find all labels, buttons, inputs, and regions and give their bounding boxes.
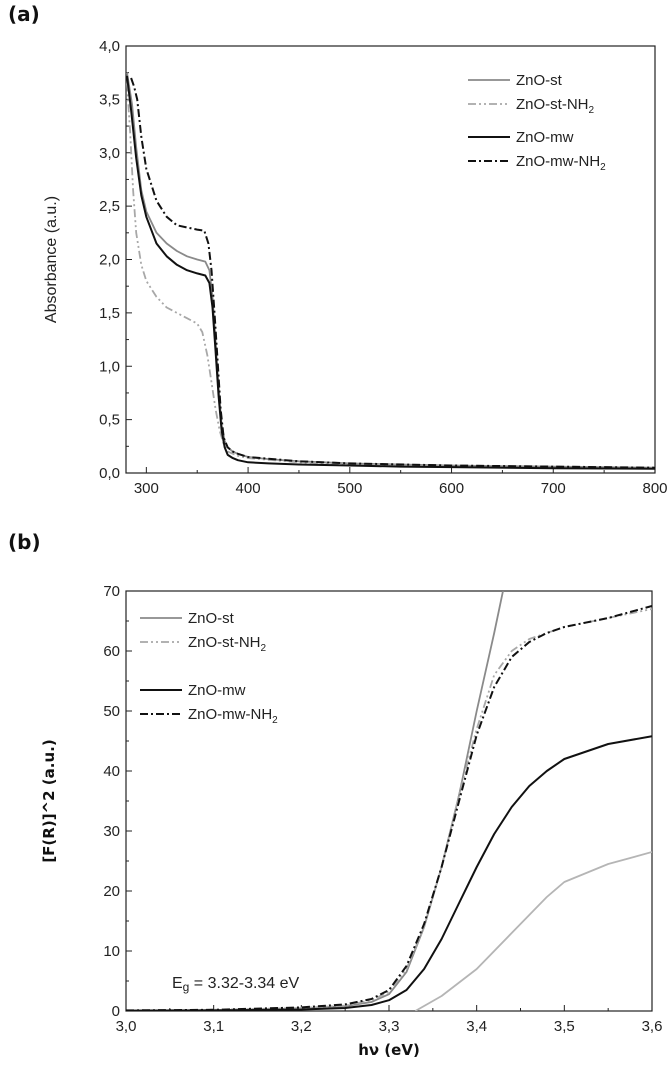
b-x-tick-label-4: 3,4	[466, 1018, 487, 1035]
b-x-tick-label-6: 3,6	[642, 1018, 663, 1035]
b-legend-label-2: ZnO-mw	[188, 682, 246, 699]
a-y-tick-label-4: 2,0	[99, 252, 120, 269]
b-y-axis-title: [F(R)]^2 (a.u.)	[40, 739, 58, 862]
a-legend-text-0: ZnO-st	[516, 72, 563, 89]
a-legend-subscript-1: 2	[589, 105, 595, 116]
a-x-tick-label-1: 400	[236, 480, 261, 497]
a-y-tick-label-1: 0,5	[99, 412, 120, 429]
chart-panel-b: 3,0 3,1 3,2 3,3 3,4 3,5 3,6 0 10 20 30 40 50 60 70 [F(R…	[40, 583, 662, 1059]
a-legend-text-3: ZnO-mw-NH	[516, 153, 600, 170]
b-y-tick-label-7: 70	[103, 583, 120, 600]
b-y-tick-label-2: 20	[103, 883, 120, 900]
b-y-tick-label-6: 60	[103, 643, 120, 660]
b-y-tick-label-1: 10	[103, 943, 120, 960]
b-legend-text-2: ZnO-mw	[188, 682, 246, 699]
a-series-line-zno-mw	[126, 75, 655, 470]
a-legend-subscript-3: 2	[600, 162, 606, 173]
a-legend-label-2: ZnO-mw	[516, 129, 574, 146]
a-y-tick-label-3: 1,5	[99, 305, 120, 322]
a-y-tick-label-0: 0,0	[99, 465, 120, 482]
a-series-line-zno-st-nh2	[126, 83, 655, 470]
chart-panel-a: 300 400 500 600 700 800 0,0 0,5 1,0 1,5 2,0 2,5 3,0 3…	[43, 38, 668, 497]
eg-annotation: Eg = 3.32-3.34 eV	[172, 975, 300, 994]
b-legend-text-3: ZnO-mw-NH	[188, 706, 272, 723]
a-x-tick-label-0: 300	[134, 480, 159, 497]
a-series-group	[126, 72, 655, 470]
b-x-tick-label-3: 3,3	[379, 1018, 400, 1035]
eg-subscript: g	[183, 980, 190, 994]
b-x-tick-label-5: 3,5	[554, 1018, 575, 1035]
a-y-tick-label-2: 1,0	[99, 358, 120, 375]
b-x-axis-title: hν (eV)	[358, 1041, 420, 1059]
b-legend-text-0: ZnO-st	[188, 610, 235, 627]
b-series-line-zno-mw-nh2	[126, 605, 652, 1011]
a-legend-label-1: ZnO-st-NH2	[516, 96, 595, 116]
b-x-tick-label-2: 3,2	[291, 1018, 312, 1035]
b-series-line-zno-st	[126, 591, 504, 1011]
b-legend-subscript-1: 2	[261, 643, 267, 654]
b-y-tick-label-0: 0	[112, 1003, 120, 1020]
a-series-line-zno-mw-nh2	[130, 77, 655, 469]
b-plot-frame	[125, 590, 653, 1012]
a-legend-label-0: ZnO-st	[516, 72, 563, 89]
b-legend-label-1: ZnO-st-NH2	[188, 634, 267, 654]
a-legend-text-2: ZnO-mw	[516, 129, 574, 146]
a-x-tick-label-5: 800	[642, 480, 667, 497]
b-legend-label-0: ZnO-st	[188, 610, 235, 627]
a-legend-text-1: ZnO-st-NH	[516, 96, 589, 113]
a-y-tick-label-6: 3,0	[99, 145, 120, 162]
a-x-tick-label-3: 600	[439, 480, 464, 497]
a-y-tick-label-8: 4,0	[99, 38, 120, 55]
panel-label-a: (a)	[8, 2, 40, 26]
a-y-axis-title: Absorbance (a.u.)	[43, 196, 60, 323]
b-series-group	[126, 591, 652, 1011]
a-series-line-zno-st	[126, 72, 655, 469]
eg-prefix: E	[172, 975, 183, 992]
a-y-tick-label-5: 2,5	[99, 198, 120, 215]
b-series-line-zno-mw	[126, 735, 652, 1011]
a-x-tick-label-2: 500	[337, 480, 362, 497]
a-legend-label-3: ZnO-mw-NH2	[516, 153, 606, 173]
b-series-line-unlabeled	[414, 851, 652, 1011]
b-y-tick-label-5: 50	[103, 703, 120, 720]
b-y-tick-label-3: 30	[103, 823, 120, 840]
eg-value: = 3.32-3.34 eV	[189, 975, 299, 992]
b-series-line-zno-st-nh2	[126, 608, 652, 1011]
b-legend-subscript-3: 2	[272, 715, 278, 726]
b-y-tick-label-4: 40	[103, 763, 120, 780]
b-x-tick-label-1: 3,1	[203, 1018, 224, 1035]
a-x-tick-label-4: 700	[541, 480, 566, 497]
b-legend-text-1: ZnO-st-NH	[188, 634, 261, 651]
b-legend-label-3: ZnO-mw-NH2	[188, 706, 278, 726]
b-x-tick-label-0: 3,0	[116, 1018, 137, 1035]
a-y-tick-label-7: 3,5	[99, 91, 120, 108]
panel-label-b: (b)	[8, 530, 41, 554]
